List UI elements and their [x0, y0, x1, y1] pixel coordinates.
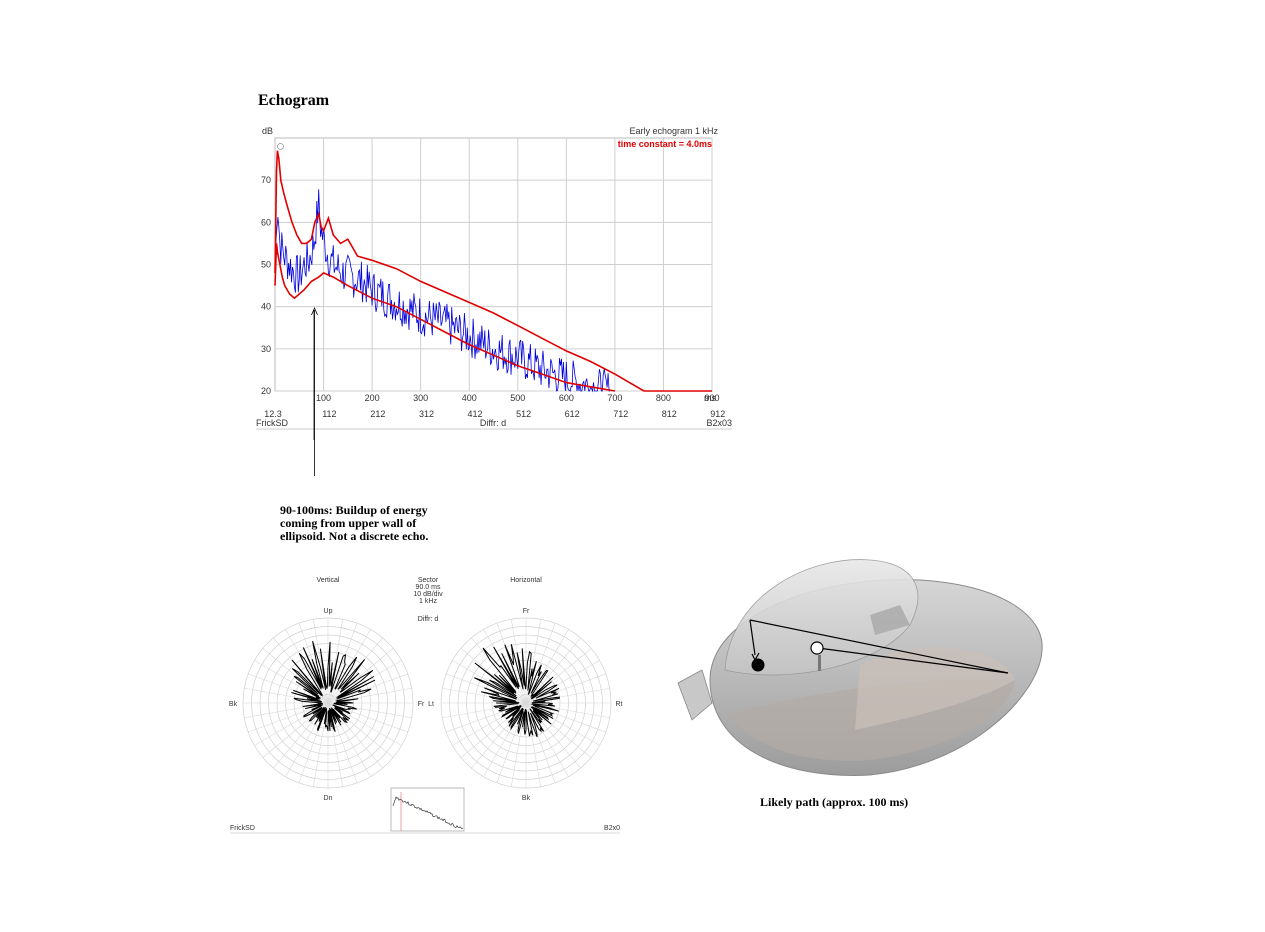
- polar-spoke: [254, 702, 329, 746]
- annotation-line: ellipsoid. Not a discrete echo.: [280, 529, 429, 543]
- room-model: [677, 559, 1043, 776]
- echogram-xtick-label: 100: [316, 393, 331, 403]
- echogram-xtick-label: 200: [365, 393, 380, 403]
- echogram-xtick-secondary: 512: [516, 409, 531, 419]
- room-annex: [677, 669, 713, 721]
- polar-spoke: [525, 673, 606, 704]
- echogram-labels: 100 200 300 400 500 600 700 800 900 20 30 40 50 60 70 1…: [261, 175, 725, 419]
- polar-direction-label: Fr: [523, 608, 530, 615]
- polar-direction-label: Dn: [324, 795, 333, 802]
- room-balcony: [870, 605, 910, 635]
- echogram-xtick-label: 600: [559, 393, 574, 403]
- polar-spoke: [327, 623, 358, 704]
- polar-direction-label: Up: [324, 608, 333, 615]
- echogram-chart: 100 200 300 400 500 600 700 800 900 20 30 40 50 60 70 1…: [256, 126, 732, 440]
- echogram-upper-envelope: [274, 150, 712, 392]
- echogram-title: Early echogram 1 kHz: [629, 126, 718, 136]
- echogram-xtick-label: 700: [607, 393, 622, 403]
- mini-echogram: [390, 787, 465, 832]
- annotation-text: 90-100ms: Buildup of energy coming from …: [280, 504, 480, 543]
- polar-spoke: [525, 702, 569, 777]
- polar-direction-label: Rt: [616, 701, 623, 708]
- ray-path-down: [749, 619, 756, 656]
- polar-spoke: [327, 648, 394, 704]
- ray-path-direct: [817, 647, 1009, 674]
- mini-echogram-line: [392, 796, 464, 830]
- echogram-footer-left: FrickSD: [256, 418, 288, 428]
- echogram-ytick-label: 40: [261, 302, 271, 312]
- horizontal-polar-title: Horizontal: [510, 577, 542, 584]
- echogram-xtick-secondary: 812: [662, 409, 677, 419]
- sector-line: 10 dB/div: [413, 591, 443, 598]
- polar-direction-label: Bk: [522, 795, 531, 802]
- room-dome: [724, 559, 919, 676]
- echogram-xunit: ms: [704, 393, 716, 403]
- polar-energy-trace: [473, 644, 560, 738]
- sector-diffr: Diffr: d: [418, 616, 439, 623]
- echogram-ylabel: dB: [262, 126, 273, 136]
- echogram-ytick-label: 30: [261, 344, 271, 354]
- echogram-xtick-label: 400: [462, 393, 477, 403]
- vertical-polar-plot: Up Fr Dn Bk: [229, 608, 425, 802]
- ray-path-wall: [749, 619, 1009, 674]
- polar-spoke: [525, 702, 556, 783]
- sector-title: Sector: [418, 577, 439, 584]
- polar-spoke: [471, 702, 527, 769]
- page-title: Echogram: [258, 92, 330, 109]
- echogram-xtick-label: 300: [413, 393, 428, 403]
- person-icon: [818, 655, 821, 671]
- echogram-xtick-secondary: 612: [565, 409, 580, 419]
- sector-line: 90.0 ms: [416, 584, 441, 591]
- polar-spoke: [525, 687, 610, 704]
- echogram-footer-right: B2x03: [706, 418, 732, 428]
- echogram-footer-center: Diffr: d: [480, 418, 506, 428]
- room-stage: [855, 647, 1015, 730]
- polar-spoke: [483, 702, 527, 777]
- polar-direction-label: Lt: [428, 701, 434, 708]
- echogram-xtick-secondary: 112: [322, 409, 336, 419]
- polar-spoke: [442, 702, 527, 719]
- polar-spoke: [327, 673, 408, 704]
- room-caption: Likely path (approx. 100 ms): [760, 795, 909, 809]
- vertical-polar-title: Vertical: [317, 577, 340, 584]
- echogram-xtick-secondary: 712: [613, 409, 628, 419]
- echogram-ytick-label: 20: [261, 386, 271, 396]
- echogram-xtick-secondary: 412: [468, 409, 483, 419]
- polar-energy-trace: [291, 640, 376, 732]
- polar-spoke: [327, 619, 344, 704]
- annotation-line: coming from upper wall of: [280, 516, 417, 530]
- echogram-ytick-label: 70: [261, 175, 271, 185]
- polar-spoke: [285, 629, 329, 704]
- echogram-subtitle: time constant = 4.0ms: [618, 139, 712, 149]
- echogram-ytick-label: 60: [261, 217, 271, 227]
- polar-spoke: [525, 660, 600, 704]
- source-dot-icon: [810, 641, 824, 655]
- sector-line: 1 kHz: [419, 598, 437, 605]
- echogram-series: [274, 143, 712, 393]
- echogram-xtick-label: 900: [704, 393, 719, 403]
- polar-direction-label: Fr: [418, 701, 425, 708]
- echogram-start-marker: [277, 143, 284, 150]
- polar-spoke: [460, 648, 527, 704]
- echogram-impulse-line: [274, 189, 610, 393]
- echogram-ytick-label: 50: [261, 260, 271, 270]
- polar-spoke: [525, 637, 581, 704]
- polar-footer-left: FrickSD: [230, 825, 255, 832]
- annotation-arrow-stem: [311, 306, 318, 476]
- echogram-xtick-secondary: 12.3: [264, 409, 282, 419]
- echogram-lower-envelope: [274, 243, 616, 392]
- horizontal-polar-plot: Fr Rt Bk Lt: [428, 608, 622, 802]
- echogram-xtick-label: 800: [656, 393, 671, 403]
- echogram-xtick-label: 500: [510, 393, 525, 403]
- annotation-line: 90-100ms: Buildup of energy: [280, 503, 428, 517]
- echogram-xtick-secondary: 912: [710, 409, 725, 419]
- polar-direction-label: Bk: [229, 701, 238, 708]
- polar-plots: Up Fr Dn Bk Fr Rt Bk Lt Vertical Horizontal Se…: [229, 577, 623, 834]
- polar-footer-right: B2x0: [604, 825, 620, 832]
- echogram-xtick-secondary: 312: [419, 409, 434, 419]
- receiver-dot-icon: [751, 658, 765, 672]
- echogram-xtick-secondary: 212: [370, 409, 385, 419]
- polar-spoke: [525, 702, 542, 787]
- echogram-grid: [274, 137, 713, 392]
